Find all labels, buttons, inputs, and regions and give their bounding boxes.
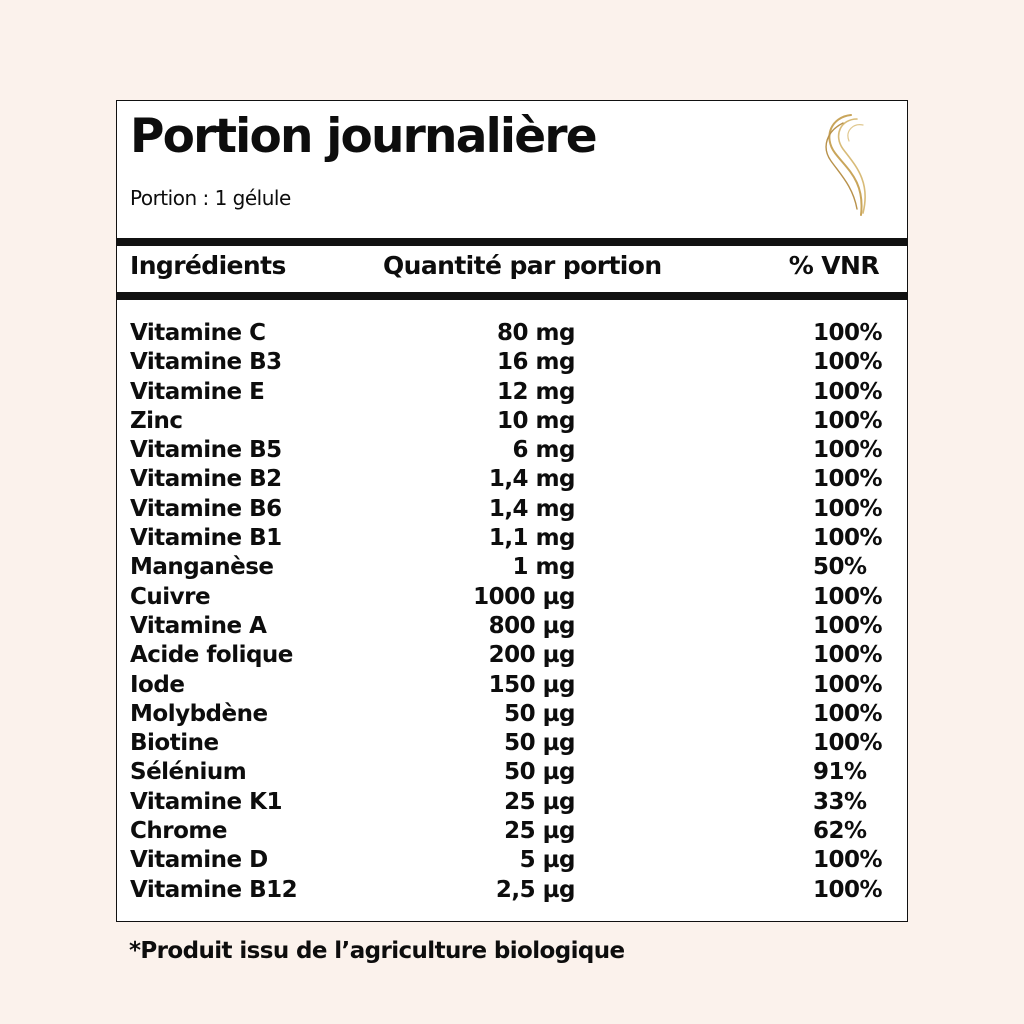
ingredient-vnr: 100% (813, 876, 883, 903)
ingredient-name: Vitamine K1 (130, 788, 282, 815)
ingredient-vnr: 100% (813, 320, 883, 346)
table-row: Vitamine C 80 mg 100% (117, 319, 907, 348)
ingredient-vnr: 100% (813, 466, 883, 493)
ingredient-name: Vitamine B1 (130, 525, 282, 552)
ingredient-quantity: 50 µg (504, 759, 575, 786)
ingredient-name: Manganèse (130, 554, 274, 581)
table-row: Acide folique 200 µg 100% (117, 641, 907, 670)
ingredient-name: Vitamine D (130, 847, 268, 874)
ingredient-vnr: 100% (813, 378, 883, 405)
ingredient-quantity: 1,4 mg (488, 466, 576, 493)
ingredient-quantity: 25 µg (504, 818, 575, 845)
table-row: Vitamine A 800 µg 100% (117, 612, 907, 641)
table-row: Zinc 10 mg 100% (117, 407, 907, 436)
ingredient-name: Vitamine B12 (130, 876, 298, 903)
ingredient-name: Biotine (130, 730, 219, 757)
ingredient-vnr: 100% (813, 583, 883, 610)
ingredient-quantity: 6 mg (512, 437, 576, 464)
table-row: Vitamine B6 1,4 mg 100% (117, 495, 907, 524)
ingredient-quantity: 1 mg (512, 554, 576, 581)
ingredient-quantity: 1000 µg (473, 583, 575, 610)
table-row: Biotine 50 µg 100% (117, 729, 907, 758)
ingredient-vnr: 100% (813, 700, 883, 727)
ingredient-name: Chrome (130, 818, 227, 845)
ingredient-quantity: 80 mg (497, 320, 575, 346)
ingredient-quantity: 50 µg (504, 700, 575, 727)
ingredient-vnr: 62% (813, 818, 867, 845)
table-row: Vitamine B5 6 mg 100% (117, 436, 907, 465)
table-row: Vitamine B1 1,1 mg 100% (117, 524, 907, 553)
column-header-vnr: % VNR (788, 251, 880, 280)
divider-bar (117, 292, 907, 300)
table-row: Vitamine K1 25 µg 33% (117, 788, 907, 817)
ingredient-quantity: 10 mg (497, 407, 575, 434)
table-row: Molybdène 50 µg 100% (117, 700, 907, 729)
ingredient-quantity: 25 µg (504, 788, 575, 815)
ingredient-vnr: 100% (813, 495, 883, 522)
ingredient-vnr: 33% (813, 788, 867, 815)
column-header-quantity: Quantité par portion (383, 251, 662, 280)
ingredient-table: Vitamine C 80 mg 100% Vitamine B3 16 mg 100% V… (117, 319, 907, 905)
page-title: Portion journalière (130, 109, 598, 164)
ingredient-name: Vitamine B5 (130, 437, 282, 464)
ingredient-quantity: 50 µg (504, 730, 575, 757)
ingredient-name: Sélénium (130, 759, 247, 786)
ingredient-vnr: 100% (813, 671, 883, 698)
table-row: Vitamine B12 2,5 µg 100% (117, 876, 907, 905)
ingredient-vnr: 100% (813, 407, 883, 434)
ingredient-name: Molybdène (130, 700, 268, 727)
table-row: Chrome 25 µg 62% (117, 817, 907, 846)
ingredient-quantity: 16 mg (497, 349, 575, 376)
table-row: Manganèse 1 mg 50% (117, 553, 907, 582)
table-row: Vitamine D 5 µg 100% (117, 846, 907, 875)
ingredient-name: Vitamine B3 (130, 349, 282, 376)
ingredient-vnr: 100% (813, 847, 883, 874)
gold-swirl-logo-icon (825, 114, 866, 216)
nutrition-label: Portion journalière Portion : 1 gélule I… (116, 100, 908, 922)
divider-bar (117, 238, 907, 246)
ingredient-name: Vitamine A (130, 612, 267, 639)
ingredient-name: Zinc (130, 407, 183, 434)
ingredient-name: Vitamine C (130, 320, 266, 346)
ingredient-quantity: 200 µg (488, 642, 576, 669)
ingredient-name: Cuivre (130, 583, 211, 610)
ingredient-name: Vitamine E (130, 378, 265, 405)
table-row: Vitamine E 12 mg 100% (117, 378, 907, 407)
footnote: *Produit issu de l’agriculture biologiqu… (129, 938, 625, 964)
ingredient-quantity: 2,5 µg (495, 876, 576, 903)
ingredient-quantity: 5 µg (519, 847, 576, 874)
serving-size: Portion : 1 gélule (130, 186, 291, 210)
ingredient-vnr: 100% (813, 730, 883, 757)
ingredient-name: Vitamine B2 (130, 466, 282, 493)
ingredient-name: Vitamine B6 (130, 495, 282, 522)
ingredient-quantity: 800 µg (488, 612, 576, 639)
table-row: Vitamine B2 1,4 mg 100% (117, 465, 907, 494)
table-row: Iode 150 µg 100% (117, 671, 907, 700)
ingredient-quantity: 1,4 mg (488, 495, 576, 522)
column-header-ingredients: Ingrédients (130, 251, 286, 280)
table-row: Cuivre 1000 µg 100% (117, 583, 907, 612)
table-row: Sélénium 50 µg 91% (117, 758, 907, 787)
ingredient-name: Iode (130, 671, 185, 698)
ingredient-vnr: 50% (813, 554, 867, 581)
ingredient-quantity: 12 mg (497, 378, 575, 405)
ingredient-quantity: 150 µg (488, 671, 576, 698)
ingredient-vnr: 91% (813, 759, 867, 786)
ingredient-vnr: 100% (813, 437, 883, 464)
ingredient-vnr: 100% (813, 525, 883, 552)
ingredient-vnr: 100% (813, 349, 883, 376)
ingredient-name: Acide folique (130, 642, 293, 669)
ingredient-quantity: 1,1 mg (488, 525, 576, 552)
ingredient-vnr: 100% (813, 642, 883, 669)
table-row: Vitamine B3 16 mg 100% (117, 348, 907, 377)
ingredient-vnr: 100% (813, 612, 883, 639)
